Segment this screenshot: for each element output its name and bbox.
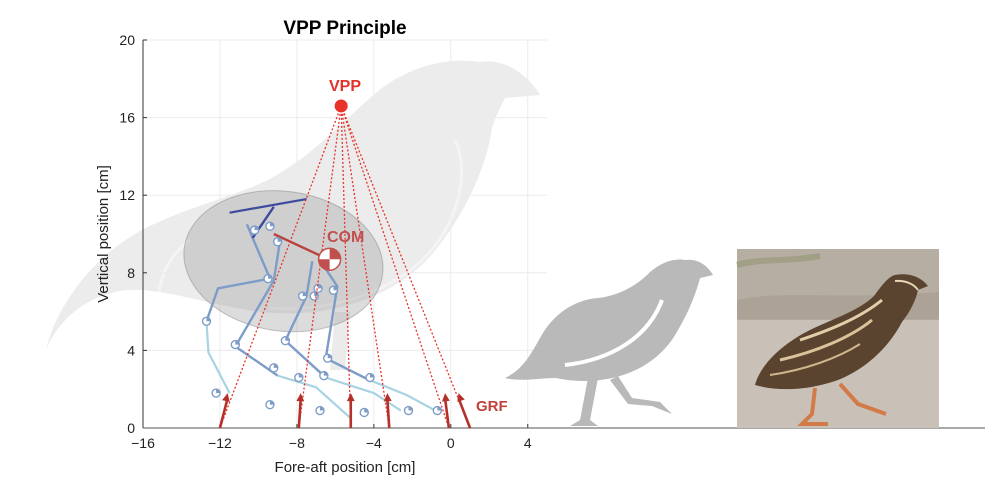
joint-marker-fill (333, 286, 338, 291)
vpp-ray (340, 105, 471, 429)
joint-marker-fill (254, 226, 259, 231)
grf-arrow-shaft (218, 397, 229, 429)
joint-marker-fill (318, 284, 323, 289)
grf-arrow-head (346, 393, 355, 402)
leg-segment-lower (325, 376, 402, 412)
quail-silhouette (505, 259, 713, 426)
body-ellipse-layer (183, 190, 384, 333)
marks-layer (317, 99, 348, 271)
vpp-label: VPP (329, 78, 361, 95)
joint-marker-fill (216, 389, 221, 394)
com-marker-quadrant (318, 259, 330, 271)
joint-marker-fill (273, 363, 278, 368)
joint-marker-fill (364, 408, 369, 413)
grf-arrow-shaft (457, 397, 472, 429)
joint-marker-fill (298, 373, 303, 378)
grf-arrow-shaft (386, 397, 391, 429)
leg-segment-lower (367, 378, 436, 412)
x-tick-label: −12 (208, 435, 232, 451)
chart-title: VPP Principle (283, 18, 406, 39)
y-tick-label: 12 (119, 187, 135, 203)
vpp-ray (219, 105, 342, 429)
y-tick-label: 8 (127, 265, 135, 281)
joint-marker-fill (269, 400, 274, 405)
x-tick-label: 4 (524, 435, 532, 451)
y-axis-label: Vertical position [cm] (95, 165, 112, 303)
grf-label: GRF (476, 398, 508, 415)
joint-marker-fill (302, 292, 307, 297)
com-label: COM (327, 229, 364, 246)
y-tick-label: 20 (119, 32, 135, 48)
leg-segment-upper (324, 268, 369, 381)
leg-segment-upper (284, 260, 327, 379)
axes: −16 −12 −8 −4 0 4 0 4 8 12 16 20 (119, 32, 547, 451)
grf-arrows-layer (218, 393, 472, 429)
pelvis-segment (273, 232, 325, 259)
x-tick-label: −8 (289, 435, 305, 451)
leg-segment-lower (277, 374, 352, 420)
com-marker-quadrant (329, 248, 341, 260)
joint-marker-fill (327, 354, 332, 359)
y-tick-label: 4 (127, 342, 135, 358)
x-tick-label: −4 (366, 435, 382, 451)
grf-arrow-head (383, 393, 392, 402)
joint-marker-fill (206, 317, 211, 322)
joint-marker-fill (235, 340, 240, 345)
grf-arrow-head (442, 393, 450, 402)
grf-arrow-head (457, 393, 465, 403)
x-tick-label: −16 (131, 435, 155, 451)
grf-arrow-shaft (297, 397, 303, 429)
background-bird-silhouette (46, 60, 540, 370)
vpp-ray (340, 105, 450, 429)
trunk-line (229, 197, 307, 214)
vpp-point (334, 99, 348, 113)
vpp-ray (340, 105, 352, 429)
joint-marker-fill (437, 406, 442, 411)
body-ellipse (183, 190, 384, 333)
y-tick-label: 0 (127, 420, 135, 436)
joint-marker-fill (408, 406, 413, 411)
vpp-rays-layer (219, 105, 471, 429)
x-axis-label: Fore-aft position [cm] (275, 459, 416, 476)
joint-marker-fill (323, 371, 328, 376)
y-tick-label: 16 (119, 110, 135, 126)
joint-marker-fill (285, 336, 290, 341)
joint-marker-fill (268, 274, 273, 279)
legs-layer (201, 197, 443, 420)
joint-marker-fill (370, 373, 375, 378)
grf-arrow-head (222, 393, 230, 402)
grf-arrow-shaft (443, 397, 451, 429)
grf-arrow-head (296, 393, 305, 402)
joint-marker-fill (319, 406, 324, 411)
leg-segment-upper (234, 243, 281, 377)
leg-segment-upper (205, 223, 272, 322)
background-bird-wing-stripes (157, 139, 463, 331)
joint-marker-fill (269, 222, 274, 227)
leg-segment-lower (205, 321, 231, 394)
quail-photo (736, 249, 939, 428)
joint-marker-fill (277, 237, 282, 242)
x-tick-label: 0 (447, 435, 455, 451)
